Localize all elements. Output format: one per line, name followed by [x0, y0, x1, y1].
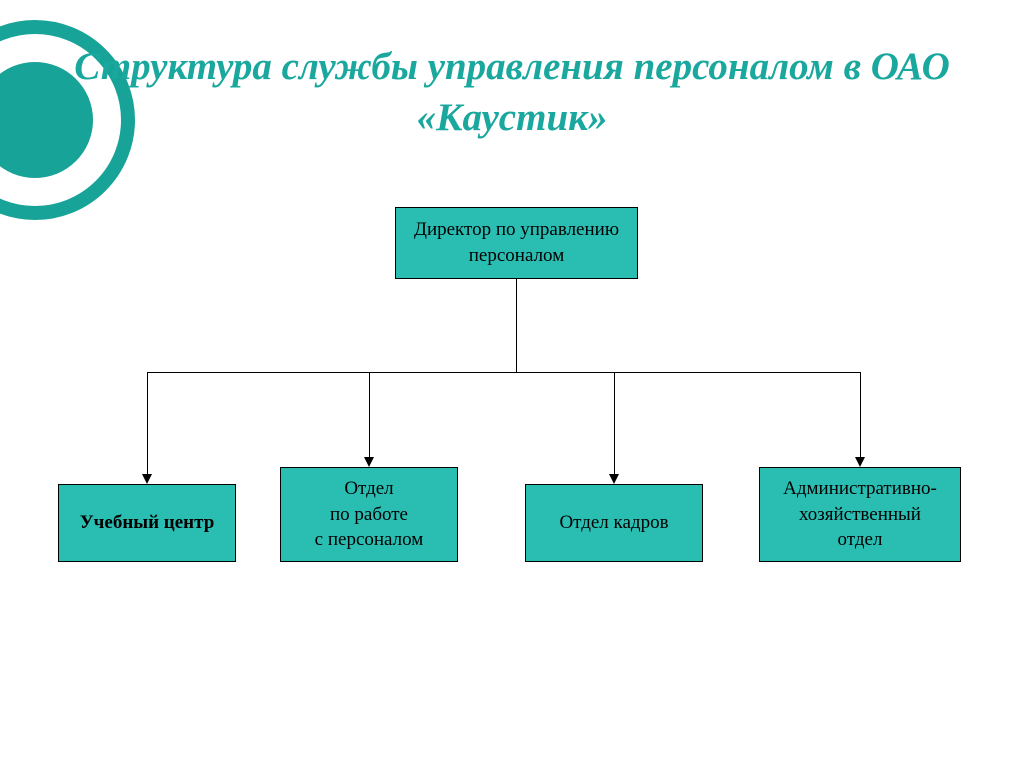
org-child-box: Административно-хозяйственныйотдел — [759, 467, 961, 562]
org-child-label: Учебный центр — [80, 510, 215, 536]
org-child-label: Отделпо работес персоналом — [315, 476, 424, 553]
org-root-box: Директор по управлению персоналом — [395, 207, 638, 279]
org-child-label: Административно-хозяйственныйотдел — [783, 476, 937, 553]
org-child-box: Учебный центр — [58, 484, 236, 562]
org-child-box: Отдел кадров — [525, 484, 703, 562]
org-child-box: Отделпо работес персоналом — [280, 467, 458, 562]
page-title: Структура службы управления персоналом в… — [0, 42, 1024, 143]
org-root-label: Директор по управлению персоналом — [400, 217, 633, 268]
org-child-label: Отдел кадров — [559, 510, 668, 536]
